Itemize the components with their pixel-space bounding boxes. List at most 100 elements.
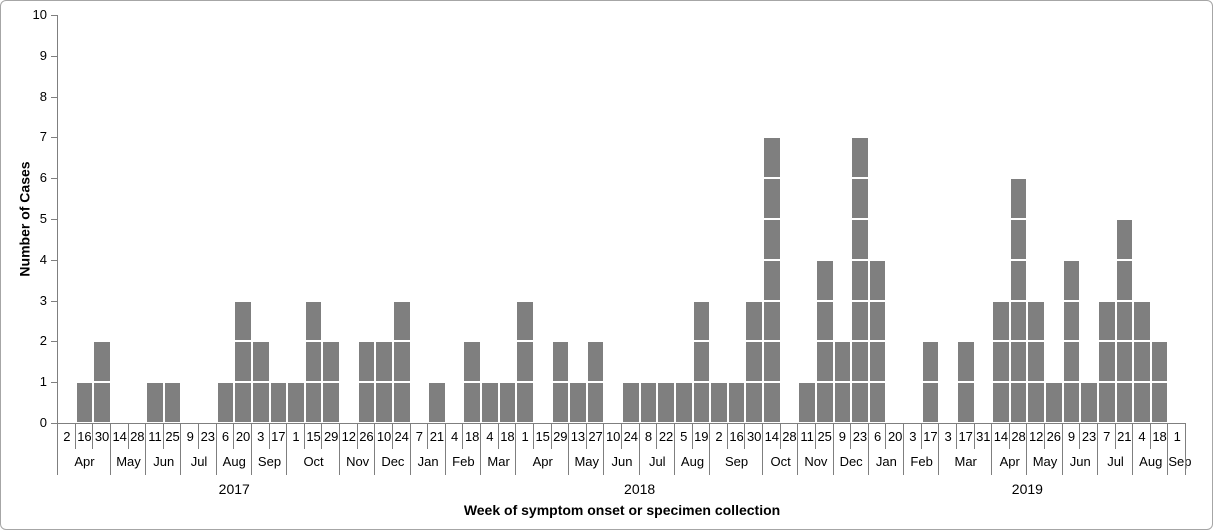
- bar-cell: [851, 137, 869, 179]
- date-tick-label: 24: [394, 429, 409, 444]
- month-label: Jan: [875, 454, 897, 469]
- month-tick-line: [1185, 423, 1186, 475]
- month-tick-line: [180, 423, 182, 475]
- month-label: Apr: [532, 454, 553, 469]
- bar-cell: [93, 341, 111, 383]
- month-label: May: [574, 454, 600, 469]
- bar-cell: [1080, 382, 1098, 423]
- date-tick-line: [726, 423, 728, 449]
- date-tick-label: 17: [271, 429, 286, 444]
- date-tick-label: 13: [570, 429, 586, 444]
- bar-cell: [392, 382, 411, 423]
- date-tick-label: 10: [376, 429, 392, 444]
- date-tick-label: 3: [909, 429, 917, 444]
- month-label: Oct: [303, 454, 324, 469]
- bar-cell: [1133, 341, 1151, 383]
- date-tick-line: [268, 423, 270, 449]
- month-label: Jan: [417, 454, 439, 469]
- date-tick-label: 24: [623, 429, 639, 444]
- year-label: 2018: [624, 481, 656, 497]
- bar-cell: [992, 341, 1010, 383]
- bar-cell: [287, 382, 305, 423]
- bar-cell: [956, 341, 975, 383]
- date-tick-line: [850, 423, 852, 449]
- month-tick-line: [673, 423, 675, 475]
- month-tick-line: [215, 423, 217, 475]
- bar-cell: [868, 300, 887, 342]
- bar-cell: [551, 382, 570, 423]
- bar-cell: [692, 382, 711, 423]
- date-tick-label: 27: [588, 429, 603, 444]
- y-axis-tick: [51, 300, 57, 302]
- date-tick-label: 25: [165, 429, 180, 444]
- bar-cell: [1115, 341, 1134, 383]
- month-label: May: [116, 454, 141, 469]
- bar-cell: [622, 382, 640, 423]
- month-tick-line: [568, 423, 570, 475]
- bar-cell: [1062, 300, 1081, 342]
- month-tick-line: [991, 423, 993, 475]
- month-tick-line: [867, 423, 869, 475]
- bar-cell: [304, 300, 323, 342]
- month-tick-line: [638, 423, 640, 475]
- date-tick-line: [92, 423, 94, 449]
- x-axis-title: Week of symptom onset or specimen collec…: [463, 502, 781, 518]
- bar-cell: [163, 382, 182, 423]
- date-tick-line: [1149, 423, 1151, 449]
- date-tick-label: 12: [341, 429, 357, 444]
- y-axis-tick-label: 5: [39, 211, 47, 226]
- bar-cell: [375, 341, 393, 383]
- date-tick-line: [233, 423, 235, 449]
- bar-cell: [357, 382, 376, 423]
- month-tick-line: [480, 423, 481, 475]
- bar-cell: [1062, 382, 1081, 423]
- date-tick-label: 18: [464, 429, 480, 444]
- date-tick-label: 1: [521, 429, 529, 444]
- bar-cell: [463, 341, 481, 383]
- date-tick-label: 20: [887, 429, 903, 444]
- bar-cell: [1115, 259, 1134, 301]
- month-label: Jun: [611, 454, 633, 469]
- bar-cell: [868, 259, 887, 301]
- date-tick-label: 3: [944, 429, 952, 444]
- date-tick-label: 23: [200, 429, 216, 444]
- bar-cell: [868, 382, 887, 423]
- bar-cell: [251, 382, 270, 423]
- date-tick-line: [391, 423, 393, 449]
- month-label: Dec: [839, 454, 863, 469]
- bar-cell: [1097, 300, 1116, 342]
- month-label: Sep: [257, 454, 282, 469]
- bar-cell: [851, 341, 869, 383]
- y-axis-tick-label: 0: [39, 415, 47, 430]
- month-label: Sep: [724, 454, 749, 469]
- bar-cell: [674, 382, 693, 423]
- month-tick-line: [444, 423, 446, 475]
- bar-cell: [1133, 300, 1151, 342]
- date-tick-label: 30: [94, 429, 110, 444]
- bar-cell: [1009, 341, 1028, 383]
- bar-cell: [586, 341, 605, 383]
- bar-cell: [234, 300, 252, 342]
- month-label: Aug: [1139, 454, 1163, 469]
- bar-cell: [833, 382, 852, 423]
- bar-cell: [1027, 300, 1045, 342]
- month-tick-line: [339, 423, 340, 475]
- bar-cell: [1009, 259, 1028, 301]
- bar-cell: [692, 341, 711, 383]
- bar-cell: [657, 382, 675, 423]
- bar-cell: [304, 382, 323, 423]
- month-tick-line: [709, 423, 711, 475]
- date-tick-label: 7: [415, 429, 423, 444]
- bar-cell: [763, 259, 781, 301]
- month-tick-line: [286, 423, 288, 475]
- y-axis-tick: [51, 55, 57, 57]
- bar-cell: [234, 341, 252, 383]
- month-tick-line: [938, 423, 940, 475]
- bar-cell: [745, 300, 763, 342]
- bar-cell: [75, 382, 94, 423]
- date-tick-line: [462, 423, 464, 449]
- month-label: Feb: [910, 454, 933, 469]
- date-tick-label: 4: [1138, 429, 1146, 444]
- y-axis-tick-label: 10: [32, 7, 47, 22]
